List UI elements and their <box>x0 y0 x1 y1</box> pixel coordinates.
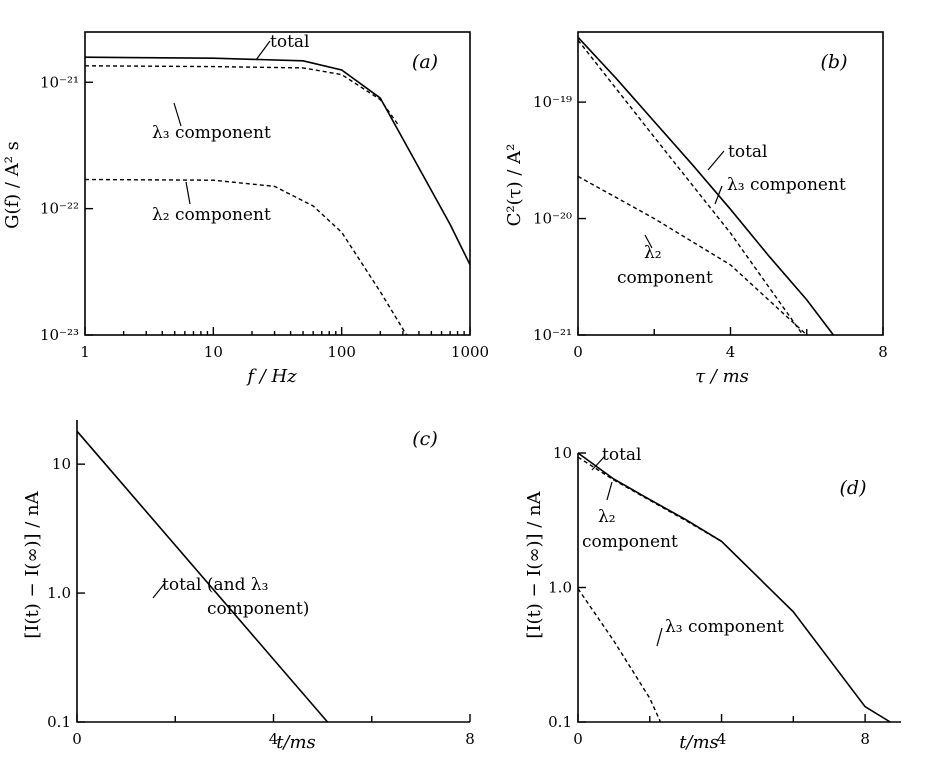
series-line-d-1 <box>577 456 722 543</box>
annotation-label: total <box>270 32 309 52</box>
y-tick-label: 10⁻²² <box>40 200 79 218</box>
x-axis-label: t/ms <box>679 732 719 753</box>
annotation-leader <box>591 455 606 471</box>
annotation-label: λ₂ <box>598 507 616 527</box>
panel-d: 0 4 8 0.1 1.0 10 total λ₂ component λ₃ component (… <box>524 444 901 753</box>
annotation-label: total <box>728 142 767 162</box>
panel-c: 0 4 8 0.1 1.0 10 total (and λ₃ component) (c) t/m… <box>22 420 475 753</box>
annotation-label: λ₂ <box>644 243 662 263</box>
annotation-leader <box>714 185 723 205</box>
y-tick-label: 10 <box>52 455 71 473</box>
x-tick-label: 1 <box>80 343 90 361</box>
y-axis-label: C²(τ) / A² <box>504 144 525 227</box>
panel-label: (d) <box>840 477 867 499</box>
y-axis-label: [I(t) − I(∞)] / nA <box>22 490 43 638</box>
series-line-a-1 <box>84 65 400 127</box>
annotation-leader <box>656 627 663 647</box>
series-line-b-1 <box>577 39 804 336</box>
series-line-b-0 <box>577 36 835 336</box>
series-line-b-2 <box>577 175 808 336</box>
x-axis-label: τ / ms <box>695 366 749 387</box>
y-tick-label: 0.1 <box>548 713 572 731</box>
annotation-label: λ₂ component <box>152 205 271 225</box>
series-line-a-2 <box>84 178 408 336</box>
panel-label: (c) <box>412 428 437 450</box>
series-line-d-2 <box>577 588 662 723</box>
x-tick-label: 1000 <box>451 343 489 361</box>
x-tick-label: 4 <box>717 730 727 748</box>
y-tick-label: 0.1 <box>47 713 71 731</box>
annotation-label: component <box>582 532 678 552</box>
y-tick-label: 10⁻²⁰ <box>533 210 572 228</box>
annotation-label: λ₃ component <box>727 175 846 195</box>
annotation-leader <box>255 40 271 61</box>
y-tick-label: 10⁻²¹ <box>533 326 572 344</box>
x-tick-label: 10 <box>204 343 223 361</box>
annotation-label: λ₃ component <box>152 123 271 143</box>
annotation-leader <box>707 150 725 171</box>
y-axis-label: [I(t) − I(∞)] / nA <box>524 490 545 638</box>
axes-lines <box>76 420 470 723</box>
x-axis-label: f / Hz <box>245 366 297 387</box>
x-tick-label: 8 <box>860 730 870 748</box>
panel-b: 0 4 8 10⁻²¹ 10⁻²⁰ 10⁻¹⁹ total λ₃ component λ₂ com… <box>504 31 888 387</box>
x-tick-label: 8 <box>465 730 475 748</box>
annotation-label: total <box>602 445 641 465</box>
annotation-label: component) <box>207 599 309 619</box>
x-tick-label: 0 <box>72 730 82 748</box>
panel-a: 1 10 100 1000 10⁻²³ 10⁻²² 10⁻²¹ total λ₃ compone… <box>2 31 489 387</box>
x-axis-label: t/ms <box>276 732 316 753</box>
series-line-a-0 <box>84 56 471 266</box>
y-axis-label: G(f) / A² s <box>2 141 23 229</box>
y-tick-label: 10 <box>553 444 572 462</box>
annotation-leader <box>185 181 191 205</box>
panel-label: (a) <box>412 51 438 73</box>
series-line-c-0 <box>76 430 329 723</box>
panel-label: (b) <box>821 51 848 73</box>
x-tick-label: 0 <box>573 730 583 748</box>
y-tick-label: 10⁻²¹ <box>40 73 79 91</box>
x-tick-label: 100 <box>327 343 356 361</box>
y-tick-label: 10⁻¹⁹ <box>533 93 572 111</box>
series-line-d-0 <box>577 452 891 723</box>
annotation-label: λ₃ component <box>665 617 784 637</box>
y-tick-label: 1.0 <box>47 584 71 602</box>
annotation-leader <box>152 582 166 599</box>
annotation-leader <box>644 234 653 249</box>
annotation-leader <box>173 102 182 127</box>
y-tick-label: 10⁻²³ <box>40 326 79 344</box>
annotation-label: total (and λ₃ <box>162 575 268 595</box>
plot-frame <box>84 31 471 336</box>
annotation-leader <box>606 481 613 501</box>
y-tick-label: 1.0 <box>548 579 572 597</box>
x-tick-label: 4 <box>269 730 279 748</box>
x-tick-label: 0 <box>573 343 583 361</box>
x-tick-label: 4 <box>726 343 736 361</box>
x-tick-label: 8 <box>878 343 888 361</box>
annotation-label: component <box>617 268 713 288</box>
